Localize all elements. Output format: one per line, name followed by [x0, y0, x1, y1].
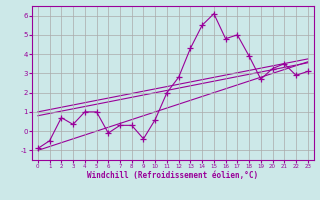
X-axis label: Windchill (Refroidissement éolien,°C): Windchill (Refroidissement éolien,°C) — [87, 171, 258, 180]
